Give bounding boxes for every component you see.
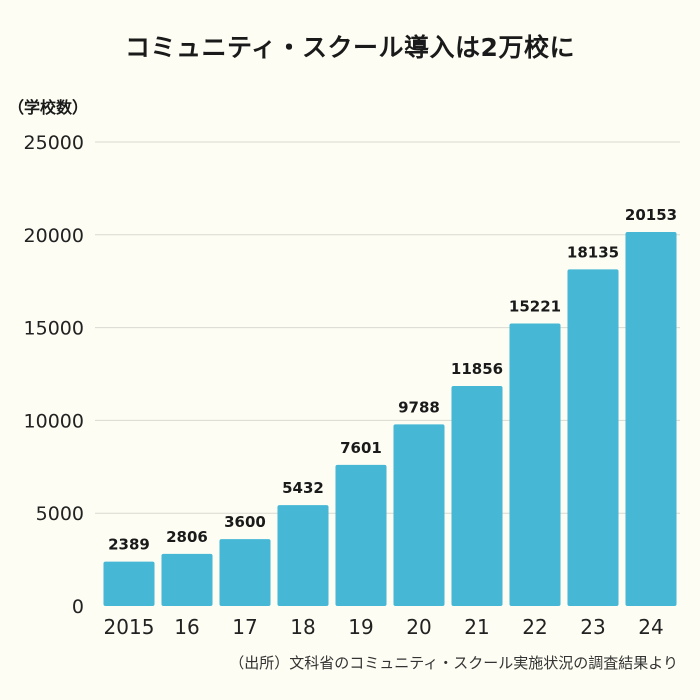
data-label: 18135 bbox=[567, 243, 619, 261]
bar bbox=[509, 323, 561, 606]
data-label: 2389 bbox=[108, 536, 150, 554]
x-tick-label: 24 bbox=[638, 615, 663, 639]
data-label: 15221 bbox=[509, 297, 561, 315]
x-tick-label: 22 bbox=[522, 615, 547, 639]
y-tick-label: 5000 bbox=[36, 503, 84, 525]
bar bbox=[103, 561, 155, 606]
bar bbox=[219, 539, 271, 606]
data-label: 20153 bbox=[625, 206, 677, 224]
data-label: 5432 bbox=[282, 479, 324, 497]
y-axis-unit-label: （学校数） bbox=[8, 98, 89, 117]
x-tick-label: 18 bbox=[290, 615, 315, 639]
x-tick-label: 20 bbox=[406, 615, 431, 639]
bar bbox=[161, 553, 213, 606]
data-label: 11856 bbox=[451, 360, 503, 378]
data-label: 3600 bbox=[224, 513, 266, 531]
y-tick-label: 10000 bbox=[24, 410, 84, 432]
y-tick-label: 20000 bbox=[24, 225, 84, 247]
y-tick-label: 15000 bbox=[24, 318, 84, 340]
bar bbox=[335, 464, 387, 606]
x-tick-label: 21 bbox=[464, 615, 489, 639]
data-label: 7601 bbox=[340, 439, 382, 457]
bar bbox=[451, 385, 503, 606]
bar bbox=[393, 424, 445, 606]
y-tick-label: 0 bbox=[72, 596, 84, 618]
chart-title: コミュニティ・スクール導入は2万校に bbox=[125, 33, 575, 62]
bar bbox=[567, 269, 619, 606]
bar bbox=[277, 505, 329, 606]
x-axis-ticks: 2015 16 17 18 19 20 21 22 23 24 bbox=[104, 615, 664, 639]
x-tick-label: 19 bbox=[348, 615, 373, 639]
bars bbox=[103, 231, 677, 606]
data-labels: 2389 2806 3600 5432 7601 9788 11856 15221 18135 2… bbox=[108, 206, 677, 554]
data-label: 2806 bbox=[166, 528, 208, 546]
y-tick-label: 25000 bbox=[24, 132, 84, 154]
x-tick-label: 17 bbox=[232, 615, 257, 639]
bar bbox=[625, 231, 677, 606]
y-axis-ticks: 0 5000 10000 15000 20000 25000 bbox=[24, 132, 84, 618]
source-note: （出所）文科省のコミュニティ・スクール実施状況の調査結果より bbox=[229, 654, 678, 672]
x-tick-label: 16 bbox=[174, 615, 199, 639]
x-tick-label: 2015 bbox=[104, 615, 155, 639]
data-label: 9788 bbox=[398, 398, 440, 416]
x-tick-label: 23 bbox=[580, 615, 605, 639]
